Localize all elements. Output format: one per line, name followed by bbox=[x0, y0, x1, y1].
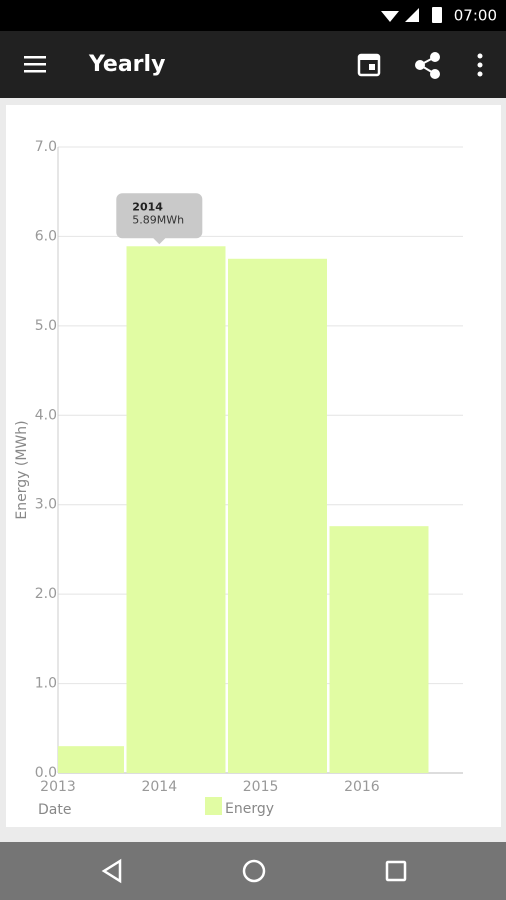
recents-button[interactable] bbox=[385, 860, 407, 882]
y-tick-label: 7.0 bbox=[35, 139, 57, 155]
menu-button[interactable] bbox=[24, 56, 46, 73]
back-button[interactable] bbox=[101, 858, 122, 884]
bar bbox=[58, 746, 124, 773]
app-title: Yearly bbox=[88, 52, 165, 77]
legend-label: Energy bbox=[225, 801, 274, 817]
x-tick-label: 2016 bbox=[344, 779, 380, 795]
share-button[interactable] bbox=[415, 52, 440, 79]
tooltip-box bbox=[116, 193, 203, 245]
y-tick-label: 3.0 bbox=[35, 497, 57, 513]
nav-bar bbox=[0, 842, 506, 900]
battery-icon bbox=[432, 7, 442, 23]
x-axis-label: Date bbox=[38, 802, 71, 818]
y-tick-label: 6.0 bbox=[35, 228, 57, 244]
y-tick-label: 2.0 bbox=[35, 586, 57, 602]
signal-icon bbox=[405, 8, 419, 22]
home-button[interactable] bbox=[242, 859, 266, 883]
y-tick-label: 4.0 bbox=[35, 407, 57, 423]
y-axis-label: Energy (MWh) bbox=[14, 420, 30, 519]
wifi-icon bbox=[381, 11, 399, 22]
bar bbox=[126, 246, 226, 773]
overflow-button[interactable] bbox=[477, 53, 483, 77]
legend-swatch bbox=[205, 797, 222, 815]
status-time: 07:00 bbox=[454, 7, 497, 25]
x-tick-label: 2015 bbox=[243, 779, 279, 795]
bar bbox=[329, 526, 429, 773]
y-tick-label: 0.0 bbox=[35, 765, 57, 781]
app-bar bbox=[0, 31, 506, 98]
tooltip-title: 2014 bbox=[132, 200, 163, 213]
calendar-button[interactable] bbox=[357, 53, 381, 77]
status-bar bbox=[0, 0, 506, 31]
bar bbox=[228, 258, 327, 773]
y-tick-label: 5.0 bbox=[35, 318, 57, 334]
chart: 0.0 1.0 2.0 3.0 4.0 5.0 6.0 7.0 Energy (MWh) Date… bbox=[14, 139, 463, 818]
x-tick-label: 2013 bbox=[40, 779, 76, 795]
x-tick-label: 2014 bbox=[141, 779, 177, 795]
y-tick-label: 1.0 bbox=[35, 676, 57, 692]
tooltip-value: 5.89MWh bbox=[132, 213, 184, 226]
